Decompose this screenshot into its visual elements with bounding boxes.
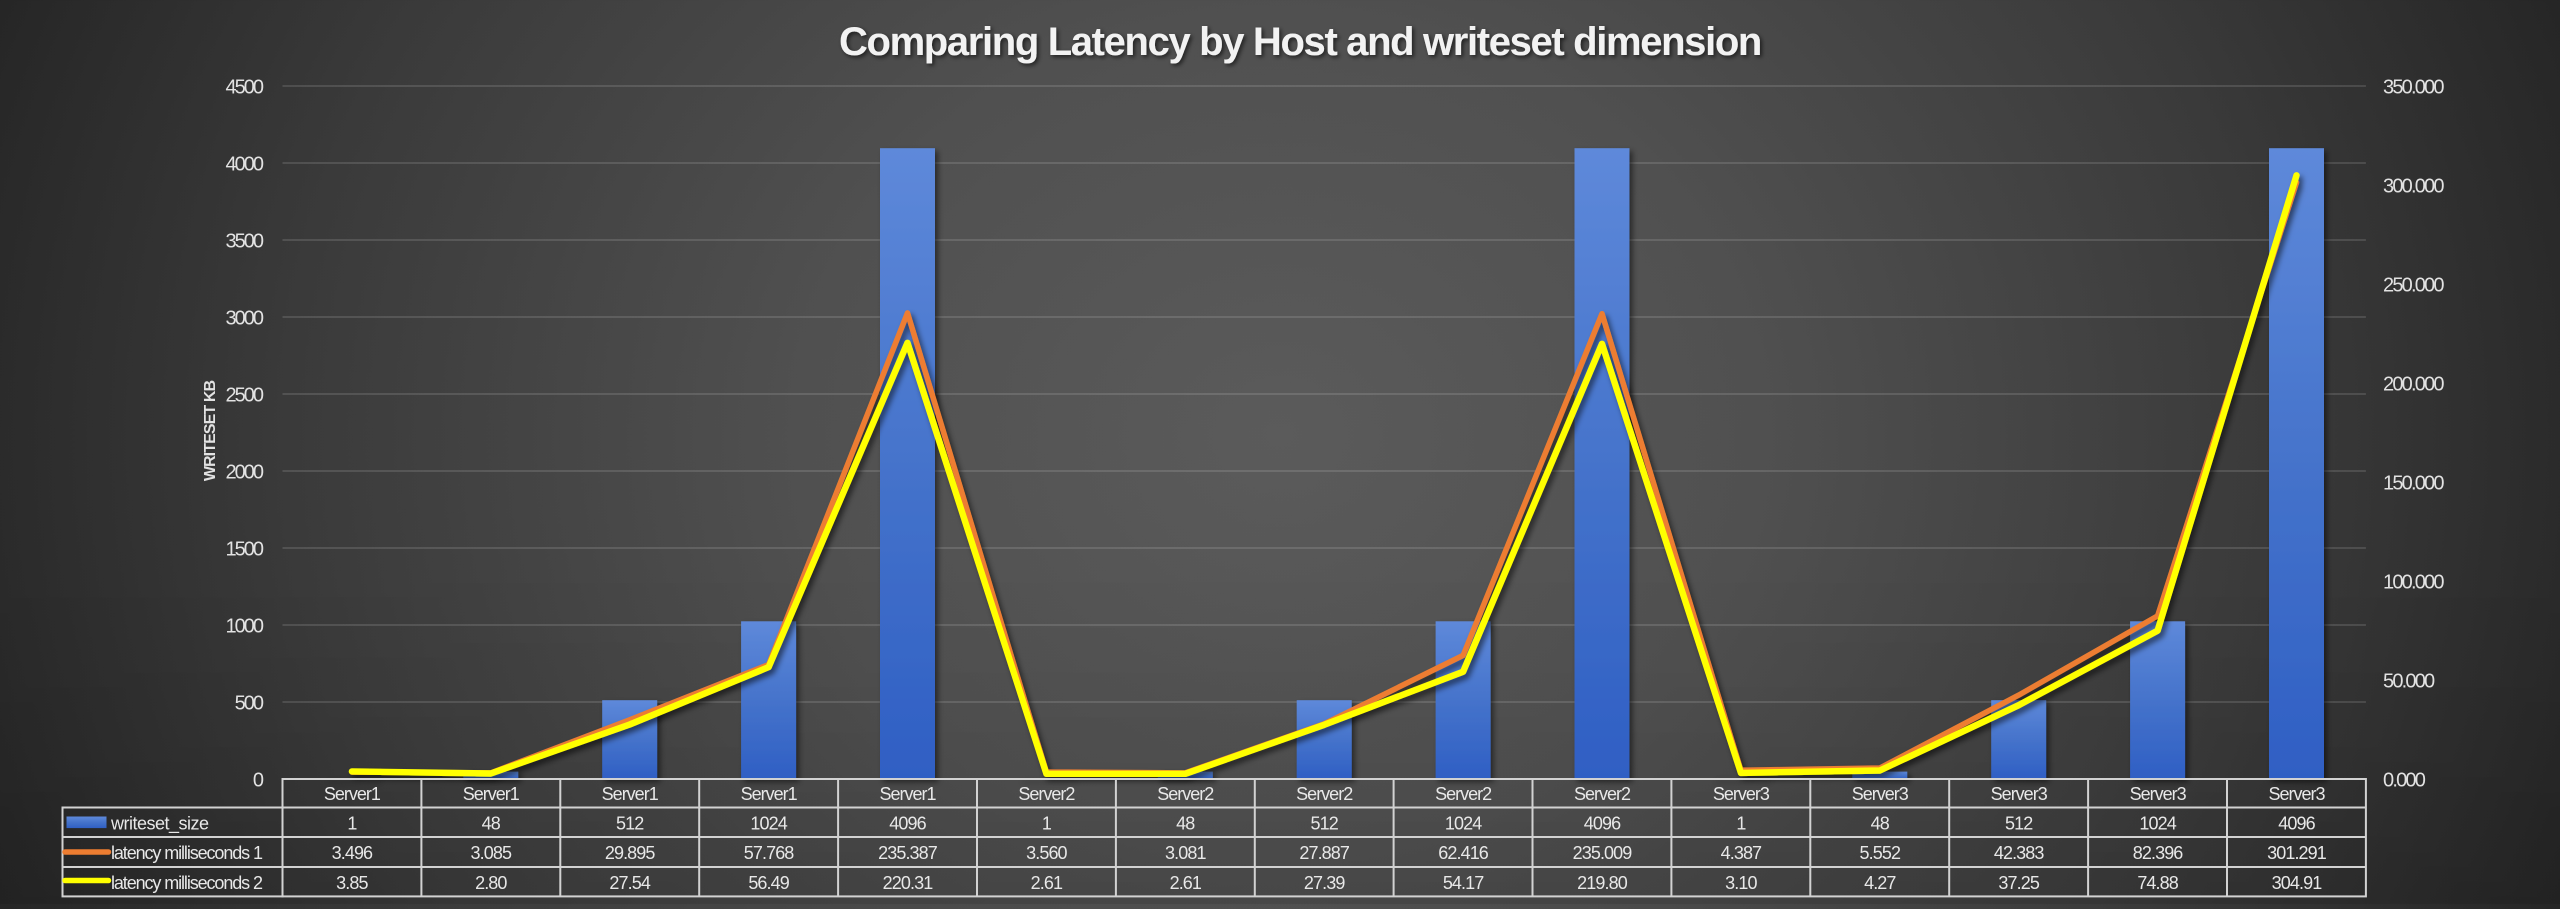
svg-text:74.88: 74.88 <box>2137 873 2178 893</box>
svg-text:1500: 1500 <box>226 538 264 560</box>
svg-text:42.383: 42.383 <box>1994 843 2045 863</box>
svg-text:1024: 1024 <box>750 814 787 834</box>
svg-text:4.27: 4.27 <box>1864 873 1896 893</box>
svg-text:2.61: 2.61 <box>1031 873 1063 893</box>
svg-text:219.80: 219.80 <box>1577 873 1628 893</box>
svg-text:3.10: 3.10 <box>1725 873 1757 893</box>
svg-text:2000: 2000 <box>226 461 264 483</box>
svg-text:1: 1 <box>347 814 357 834</box>
svg-text:5.552: 5.552 <box>1860 843 1901 863</box>
svg-text:301.291: 301.291 <box>2267 843 2327 863</box>
svg-text:200.000: 200.000 <box>2383 373 2444 395</box>
svg-text:82.396: 82.396 <box>2133 843 2184 863</box>
svg-text:Server2: Server2 <box>1296 784 1353 804</box>
svg-text:writeset_size: writeset_size <box>110 814 209 835</box>
svg-text:Server1: Server1 <box>741 784 798 804</box>
svg-text:2.61: 2.61 <box>1170 873 1202 893</box>
svg-text:3500: 3500 <box>226 230 264 252</box>
svg-text:4000: 4000 <box>226 153 264 175</box>
svg-text:48: 48 <box>1871 814 1890 834</box>
svg-text:350.000: 350.000 <box>2383 76 2444 98</box>
svg-text:Server3: Server3 <box>1852 784 1909 804</box>
svg-text:3.496: 3.496 <box>332 843 373 863</box>
svg-text:Comparing Latency by Host and: Comparing Latency by Host and writeset d… <box>839 20 1761 64</box>
svg-text:3.85: 3.85 <box>336 873 368 893</box>
svg-text:Server3: Server3 <box>1713 784 1770 804</box>
svg-text:48: 48 <box>1176 814 1195 834</box>
svg-text:1: 1 <box>1042 814 1052 834</box>
svg-text:27.39: 27.39 <box>1304 873 1345 893</box>
svg-text:512: 512 <box>616 814 644 834</box>
svg-text:Server1: Server1 <box>463 784 520 804</box>
svg-text:1024: 1024 <box>2139 814 2176 834</box>
svg-text:Server2: Server2 <box>1018 784 1075 804</box>
svg-text:235.387: 235.387 <box>878 843 938 863</box>
svg-text:0.000: 0.000 <box>2383 769 2426 791</box>
svg-text:Server3: Server3 <box>2130 784 2187 804</box>
svg-text:37.25: 37.25 <box>1998 873 2039 893</box>
svg-text:304.91: 304.91 <box>2272 873 2323 893</box>
svg-text:150.000: 150.000 <box>2383 472 2444 494</box>
svg-text:1000: 1000 <box>226 615 264 637</box>
svg-text:Server1: Server1 <box>324 784 381 804</box>
svg-text:220.31: 220.31 <box>883 873 934 893</box>
svg-text:4096: 4096 <box>2278 814 2315 834</box>
svg-text:Server2: Server2 <box>1157 784 1214 804</box>
svg-text:62.416: 62.416 <box>1438 843 1489 863</box>
svg-text:latency milliseconds 2: latency milliseconds 2 <box>111 873 263 893</box>
svg-text:4.387: 4.387 <box>1721 843 1762 863</box>
svg-text:57.768: 57.768 <box>744 843 795 863</box>
svg-text:Server2: Server2 <box>1574 784 1631 804</box>
svg-text:1: 1 <box>1736 814 1746 834</box>
svg-text:3.085: 3.085 <box>471 843 512 863</box>
svg-text:54.17: 54.17 <box>1443 873 1484 893</box>
svg-text:4500: 4500 <box>226 76 264 98</box>
svg-text:Server3: Server3 <box>2268 784 2325 804</box>
svg-text:27.54: 27.54 <box>609 873 650 893</box>
svg-text:4096: 4096 <box>889 814 926 834</box>
svg-text:250.000: 250.000 <box>2383 274 2444 296</box>
svg-text:27.887: 27.887 <box>1299 843 1350 863</box>
svg-text:100.000: 100.000 <box>2383 571 2444 593</box>
svg-text:3000: 3000 <box>226 307 264 329</box>
svg-text:latency milliseconds 1: latency milliseconds 1 <box>111 843 263 863</box>
svg-text:3.081: 3.081 <box>1165 843 1206 863</box>
svg-text:4096: 4096 <box>1584 814 1621 834</box>
svg-text:48: 48 <box>482 814 501 834</box>
svg-text:2.80: 2.80 <box>475 873 507 893</box>
svg-text:Server2: Server2 <box>1435 784 1492 804</box>
svg-text:512: 512 <box>1311 814 1339 834</box>
svg-text:2500: 2500 <box>226 384 264 406</box>
svg-text:50.000: 50.000 <box>2383 670 2435 692</box>
svg-text:Server1: Server1 <box>602 784 659 804</box>
svg-text:56.49: 56.49 <box>748 873 789 893</box>
svg-text:300.000: 300.000 <box>2383 175 2444 197</box>
svg-text:WRITESET KB: WRITESET KB <box>202 380 219 481</box>
svg-text:500: 500 <box>235 692 264 714</box>
svg-text:235.009: 235.009 <box>1573 843 1633 863</box>
svg-text:Server1: Server1 <box>879 784 936 804</box>
svg-text:0: 0 <box>253 769 264 791</box>
svg-text:512: 512 <box>2005 814 2033 834</box>
svg-text:1024: 1024 <box>1445 814 1482 834</box>
svg-text:Server3: Server3 <box>1991 784 2048 804</box>
svg-text:29.895: 29.895 <box>605 843 656 863</box>
svg-text:3.560: 3.560 <box>1026 843 1067 863</box>
